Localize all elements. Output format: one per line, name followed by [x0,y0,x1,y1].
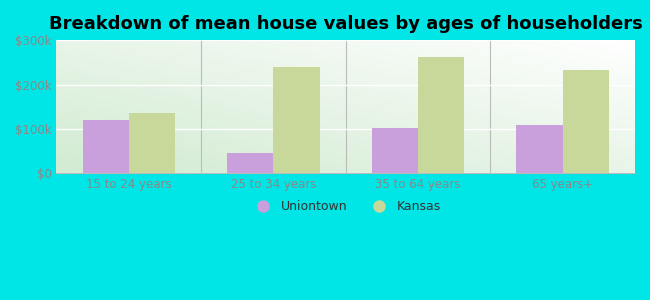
Bar [129,113,175,173]
Bar [372,128,418,173]
Legend: Uniontown, Kansas: Uniontown, Kansas [246,195,445,218]
Bar [563,70,609,173]
Bar [274,67,320,173]
Bar [516,125,563,173]
Bar [227,154,274,173]
Bar [418,57,464,173]
Title: Breakdown of mean house values by ages of householders: Breakdown of mean house values by ages o… [49,15,643,33]
Bar [83,120,129,173]
